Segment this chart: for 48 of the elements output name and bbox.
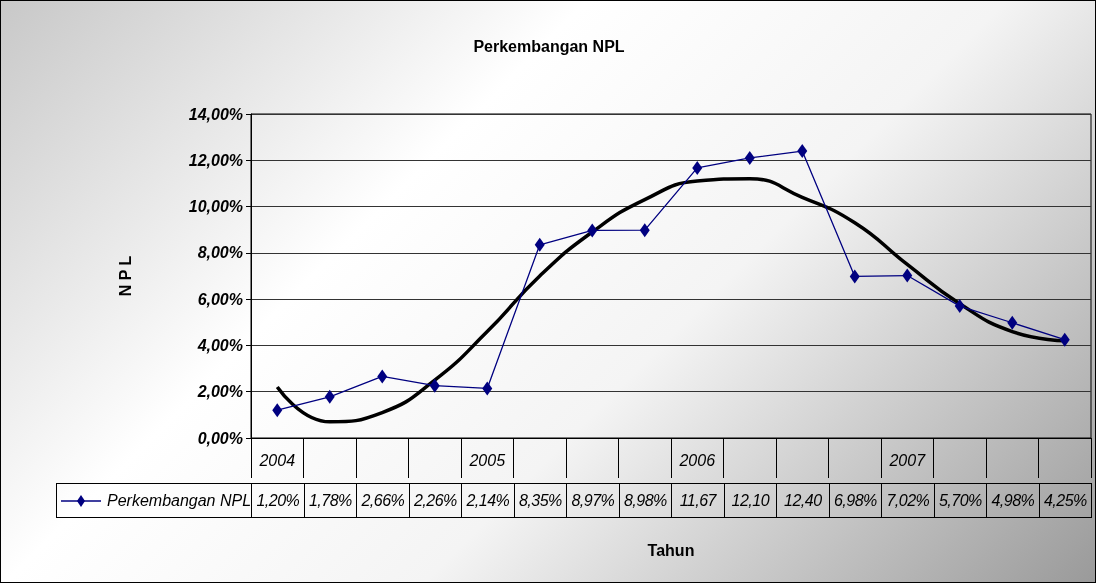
y-axis-title: N P L (116, 255, 134, 297)
legend-label: Perkembangan NPL (107, 491, 252, 509)
x-tick-label: 2004 (258, 451, 296, 469)
data-label: 8,97% (566, 483, 620, 518)
data-label: 11,67 (671, 483, 725, 518)
point (429, 378, 440, 393)
data-label: 1,20% (251, 483, 305, 518)
y-tick-label: 4,00% (196, 336, 243, 354)
data-label: 4,25% (1039, 483, 1092, 518)
data-label: 1,78% (304, 483, 357, 518)
point (954, 299, 965, 314)
y-tick-label: 0,00% (197, 429, 243, 447)
data-label: 2,66% (356, 483, 410, 518)
y-tick-label: 14,00% (188, 105, 243, 123)
point (744, 150, 755, 165)
point (272, 403, 283, 418)
point (639, 223, 650, 238)
point (377, 369, 388, 384)
y-tick-label: 8,00% (197, 244, 243, 262)
data-label: 8,35% (514, 483, 567, 518)
point (849, 269, 860, 284)
point (587, 223, 598, 238)
point (324, 389, 335, 404)
point (797, 144, 808, 159)
point (482, 381, 493, 396)
point (1059, 332, 1070, 347)
point (534, 237, 545, 252)
data-label: 2,14% (461, 483, 515, 518)
y-tick-label: 6,00% (197, 290, 243, 308)
y-tick-label: 2,00% (196, 383, 243, 401)
x-axis-title: Tahun (647, 541, 695, 559)
y-tick-label: 12,00% (188, 151, 243, 169)
point (692, 160, 703, 175)
data-label: 6,98% (829, 483, 882, 518)
data-label: 2,26% (409, 483, 462, 518)
data-label: 8,98% (619, 483, 672, 518)
y-tick-label: 10,00% (188, 198, 243, 216)
data-label: 4,98% (986, 483, 1040, 518)
point (902, 268, 913, 283)
x-tick-label: 2005 (468, 451, 506, 469)
point (1007, 315, 1018, 330)
x-tick-label: 2006 (678, 451, 716, 469)
data-label: 7,02% (881, 483, 935, 518)
x-tick-label: 2007 (888, 451, 927, 469)
data-label: 12,10 (724, 483, 777, 518)
chart-title: Perkembangan NPL (473, 37, 625, 55)
data-label: 12,40 (776, 483, 830, 518)
data-label: 5,70% (934, 483, 987, 518)
